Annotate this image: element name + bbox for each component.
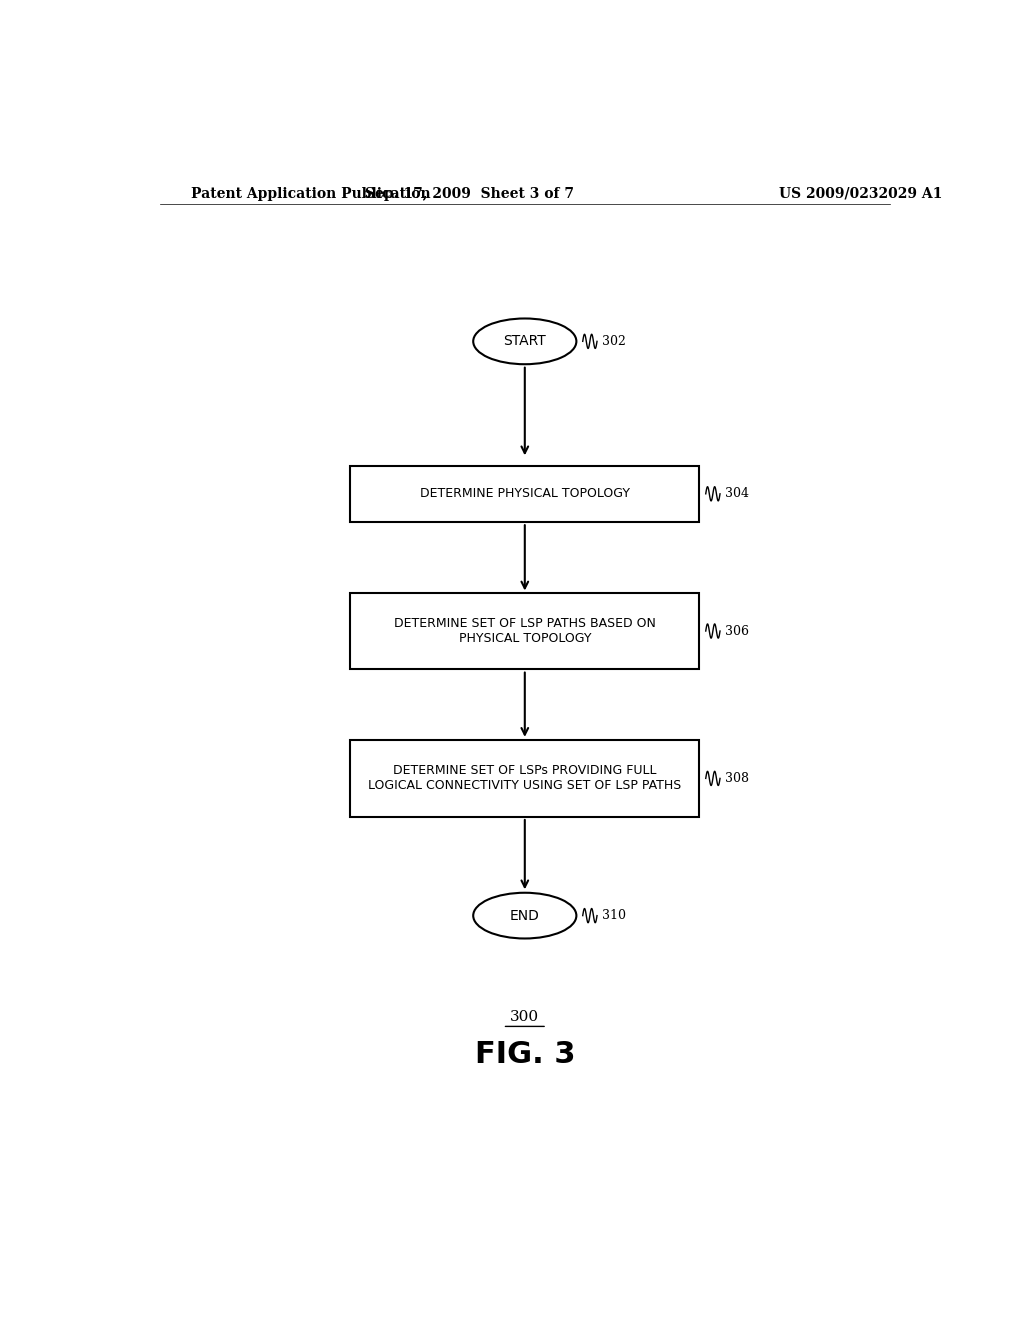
Text: END: END [510, 908, 540, 923]
Text: 302: 302 [602, 335, 626, 348]
Text: START: START [504, 334, 546, 348]
Text: DETERMINE SET OF LSP PATHS BASED ON
PHYSICAL TOPOLOGY: DETERMINE SET OF LSP PATHS BASED ON PHYS… [394, 616, 655, 645]
Text: 310: 310 [602, 909, 626, 923]
Text: 300: 300 [510, 1010, 540, 1024]
Text: DETERMINE SET OF LSPs PROVIDING FULL
LOGICAL CONNECTIVITY USING SET OF LSP PATHS: DETERMINE SET OF LSPs PROVIDING FULL LOG… [369, 764, 681, 792]
Text: 304: 304 [725, 487, 749, 500]
Text: DETERMINE PHYSICAL TOPOLOGY: DETERMINE PHYSICAL TOPOLOGY [420, 487, 630, 500]
Text: FIG. 3: FIG. 3 [474, 1040, 575, 1069]
Text: 306: 306 [725, 624, 749, 638]
Text: Patent Application Publication: Patent Application Publication [191, 187, 431, 201]
Text: US 2009/0232029 A1: US 2009/0232029 A1 [778, 187, 942, 201]
Text: 308: 308 [725, 772, 749, 785]
Text: Sep. 17, 2009  Sheet 3 of 7: Sep. 17, 2009 Sheet 3 of 7 [365, 187, 573, 201]
